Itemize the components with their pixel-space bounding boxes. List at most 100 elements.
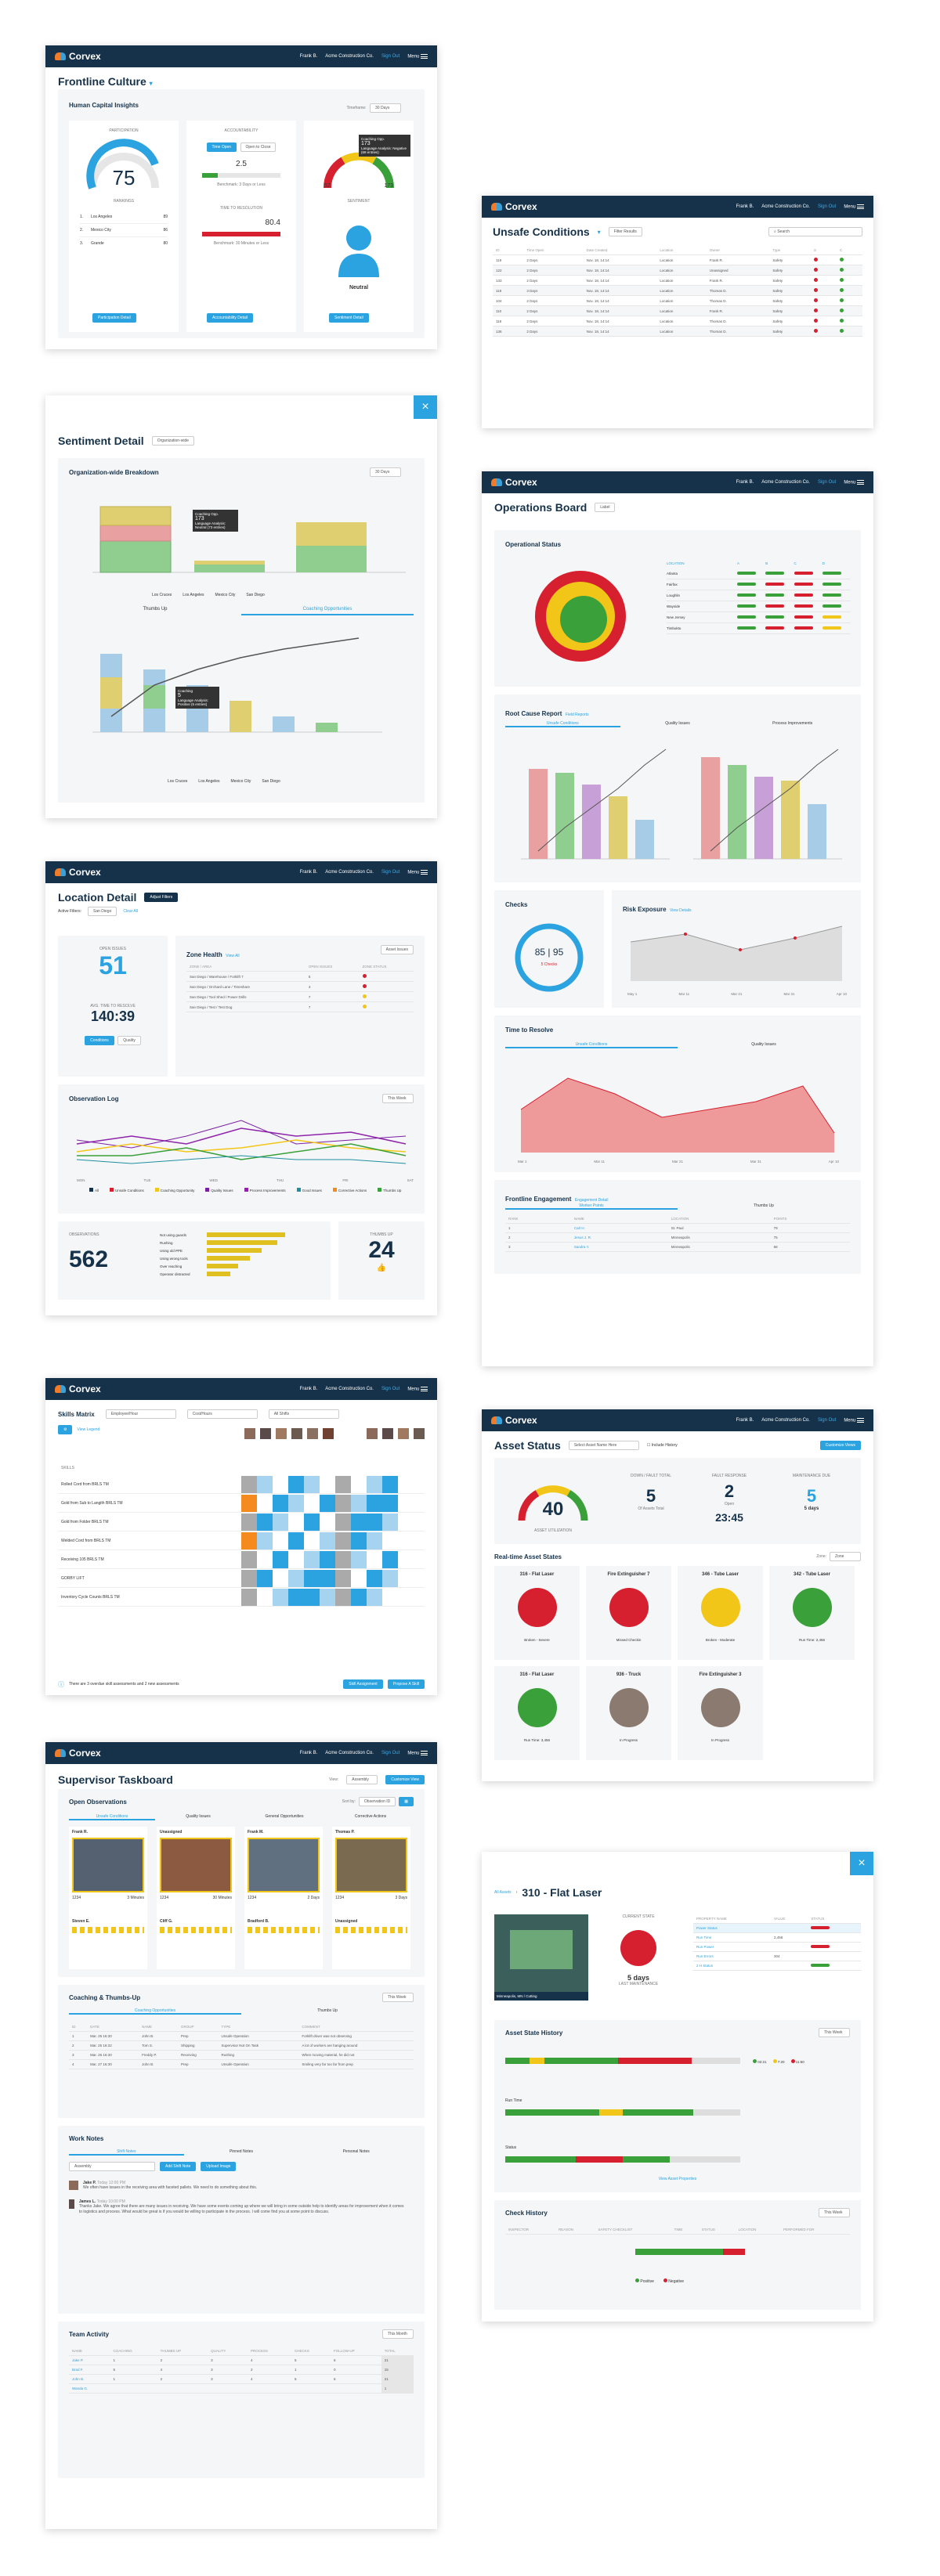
label-button[interactable]: Label [595, 503, 616, 512]
engagement-detail-link[interactable]: Engagement Detail [574, 1198, 609, 1203]
legend-item[interactable]: Unsafe Conditions [110, 1188, 144, 1192]
tab-quality-issues[interactable]: Quality Issues [751, 1042, 776, 1047]
asset-tile[interactable]: 346 - Tube Laser Broken - Moderate [678, 1566, 763, 1660]
table-row[interactable]: 1 Mar. 25 16:30 John B. Prep Unsafe Operatio… [69, 2031, 414, 2041]
adjust-filters-button[interactable]: Adjust Filters [144, 893, 179, 902]
legend-item[interactable]: Good Issues [296, 1188, 322, 1192]
asset-tile[interactable]: 316 - Flat Laser Broken - Severe [494, 1566, 580, 1660]
table-row[interactable]: Brad F. 5 4 3 2 1 0 15 [69, 2365, 414, 2375]
accountability-detail-button[interactable]: Accountability Detail [207, 313, 254, 323]
customize-view-button[interactable]: Customize View [385, 1775, 425, 1784]
tab-unsafe-conditions[interactable]: Unsafe Conditions [505, 721, 620, 727]
observation-card[interactable]: Frank M. 1234 2 Days Bradford B. [244, 1827, 323, 1969]
zone-select[interactable]: Zone [830, 1552, 861, 1561]
chevron-down-icon[interactable]: ▾ [597, 228, 601, 236]
table-row[interactable]: 110 2 Days Nov. 18, 14:14 Location Frank R. S… [493, 305, 862, 316]
field-reports-link[interactable]: Field Reports [565, 713, 589, 717]
upload-image-button[interactable]: Upload Image [201, 2162, 237, 2171]
skill-row[interactable]: Gold from Sub to Langith BRLS TM [58, 1494, 425, 1513]
table-row[interactable]: 2 Jesus J. R. Minneapolis 75 [505, 1232, 850, 1243]
sentiment-detail-button[interactable]: Sentiment Detail [329, 313, 369, 323]
user-name[interactable]: Frank B. [299, 1750, 318, 1755]
menu-button[interactable]: Menu [407, 1386, 428, 1391]
skill-row[interactable]: Gold from Folder BRLS TM [58, 1513, 425, 1532]
skill-row[interactable]: Welded Cord from BRLS TM [58, 1532, 425, 1550]
menu-button[interactable]: Menu [844, 1417, 864, 1423]
history-toggle[interactable]: ☐ Include History [646, 1443, 678, 1448]
propose-skill-button[interactable]: Propose A Skill [387, 1679, 425, 1689]
tab-quality-issues[interactable]: Quality Issues [665, 721, 690, 726]
sign-out-link[interactable]: Sign Out [381, 1386, 400, 1391]
tab-unsafe-conditions[interactable]: Unsafe Conditions [505, 1042, 678, 1048]
tab-pinned-notes[interactable]: Pinned Notes [229, 2149, 254, 2154]
property-row[interactable]: Run Power [693, 1942, 861, 1952]
property-row[interactable]: Run Time 2,456 [693, 1932, 861, 1943]
week-select[interactable]: This Week [382, 1094, 414, 1103]
sign-out-link[interactable]: Sign Out [381, 1750, 400, 1755]
sign-out-link[interactable]: Sign Out [381, 869, 400, 875]
search-input[interactable]: ⌕ Search [768, 227, 862, 236]
asset-tile[interactable]: Fire Extinguisher 7 Missed Checkin [586, 1566, 671, 1660]
employee-select[interactable]: Employee/Hour [105, 1409, 176, 1419]
table-row[interactable]: 3 Sandra Y. Minneapolis 68 [505, 1242, 850, 1252]
legend-item[interactable]: Coaching Opportunity [154, 1188, 194, 1192]
settings-button[interactable]: ⚙ [58, 1425, 73, 1434]
sign-out-link[interactable]: Sign Out [817, 1417, 837, 1423]
zone-row[interactable]: San Diego / Orchard Lane / Timeshare 3 [186, 981, 414, 992]
breadcrumb[interactable]: All Assets [494, 1890, 512, 1895]
asset-tile[interactable]: 316 - Flat Laser Run Time: 3,456 [494, 1666, 580, 1760]
timeframe-select[interactable]: 30 Days [370, 103, 401, 113]
organization-select[interactable]: Organization-wide [151, 436, 195, 446]
legend-item[interactable]: Process Improvements [244, 1188, 286, 1192]
table-row[interactable]: 1 Carl H. St. Paul 79 [505, 1223, 850, 1233]
asset-tile[interactable]: Fire Extinguisher 3 In Progress [678, 1666, 763, 1760]
table-row[interactable]: John B. 1 2 3 4 5 6 21 [69, 2374, 414, 2384]
view-properties-link[interactable]: View Asset Properties [658, 2177, 697, 2181]
chevron-down-icon[interactable]: ▾ [149, 80, 153, 87]
user-name[interactable]: Frank B. [299, 1386, 318, 1391]
tab-worker-points[interactable]: Worker Points [505, 1203, 678, 1210]
tab-shift-notes[interactable]: Shift Notes [69, 2149, 184, 2156]
notes-select[interactable]: Assembly [69, 2162, 155, 2171]
tab-coaching[interactable]: Coaching Opportunities [69, 2008, 241, 2015]
table-row[interactable]: 2 Mar. 25 16:32 Tom S. Shipping Supervisor N… [69, 2040, 414, 2051]
cost-select[interactable]: Cost/Hours [186, 1409, 258, 1419]
skill-assignment-button[interactable]: Skill Assignment [343, 1679, 383, 1689]
observation-card[interactable]: Frank R. 1234 3 Minutes Steven E. [69, 1827, 147, 1969]
tab-unsafe-conditions[interactable]: Unsafe Conditions [69, 1814, 155, 1820]
user-name[interactable]: Frank B. [736, 479, 754, 485]
asset-select[interactable]: Select Asset Name Here [568, 1441, 639, 1450]
add-shift-note-button[interactable]: Add Shift Note [160, 2162, 197, 2171]
sign-out-link[interactable]: Sign Out [381, 53, 400, 59]
tab-general-opportunities[interactable]: General Opportunities [265, 1814, 304, 1819]
legend-item[interactable]: Quality Issues [205, 1188, 233, 1192]
view-details-link[interactable]: View Details [670, 908, 692, 913]
close-icon[interactable]: × [850, 1852, 873, 1875]
table-row[interactable]: 118 2 Days Nov. 18, 14:14 Location Thomas D.… [493, 316, 862, 327]
table-row[interactable]: 136 2 Days Nov. 18, 14:14 Location Thomas D.… [493, 326, 862, 337]
table-row[interactable]: 118 3 Days Nov. 18, 14:14 Location Thomas D.… [493, 285, 862, 296]
table-row[interactable]: Wanda G. 1 [69, 2383, 414, 2394]
zone-row[interactable]: San Diego / Tool Shed / Power Drills 7 [186, 991, 414, 1002]
tab-time-open[interactable]: Time Open [206, 143, 237, 152]
legend-item[interactable]: All [89, 1188, 99, 1192]
location-row[interactable]: Atlanta [667, 568, 851, 579]
location-row[interactable]: Wayside [667, 601, 851, 612]
menu-button[interactable]: Menu [407, 53, 428, 59]
tab-quality-issues[interactable]: Quality Issues [186, 1814, 211, 1819]
observation-card[interactable]: Thomas P. 1234 3 Days Unassigned [332, 1827, 410, 1969]
tab-process-improvements[interactable]: Process Improvements [772, 721, 813, 726]
user-name[interactable]: Frank B. [299, 53, 318, 59]
menu-button[interactable]: Menu [407, 869, 428, 875]
observation-card[interactable]: Unassigned 1234 30 Minutes Cliff G. [157, 1827, 235, 1969]
tab-thumbs-up[interactable]: Thumbs Up [754, 1203, 774, 1208]
skill-row[interactable]: Receiving 105 BRLS TM [58, 1550, 425, 1569]
sort-select[interactable]: Observation ID [358, 1797, 396, 1806]
tab-personal-notes[interactable]: Personal Notes [342, 2149, 370, 2154]
sign-out-link[interactable]: Sign Out [817, 479, 837, 485]
tab-open-to-close[interactable]: Open to Close [240, 143, 277, 152]
table-row[interactable]: Jake P. 1 2 3 4 5 6 21 [69, 2355, 414, 2365]
menu-button[interactable]: Menu [844, 204, 864, 209]
user-name[interactable]: Frank B. [736, 204, 754, 209]
